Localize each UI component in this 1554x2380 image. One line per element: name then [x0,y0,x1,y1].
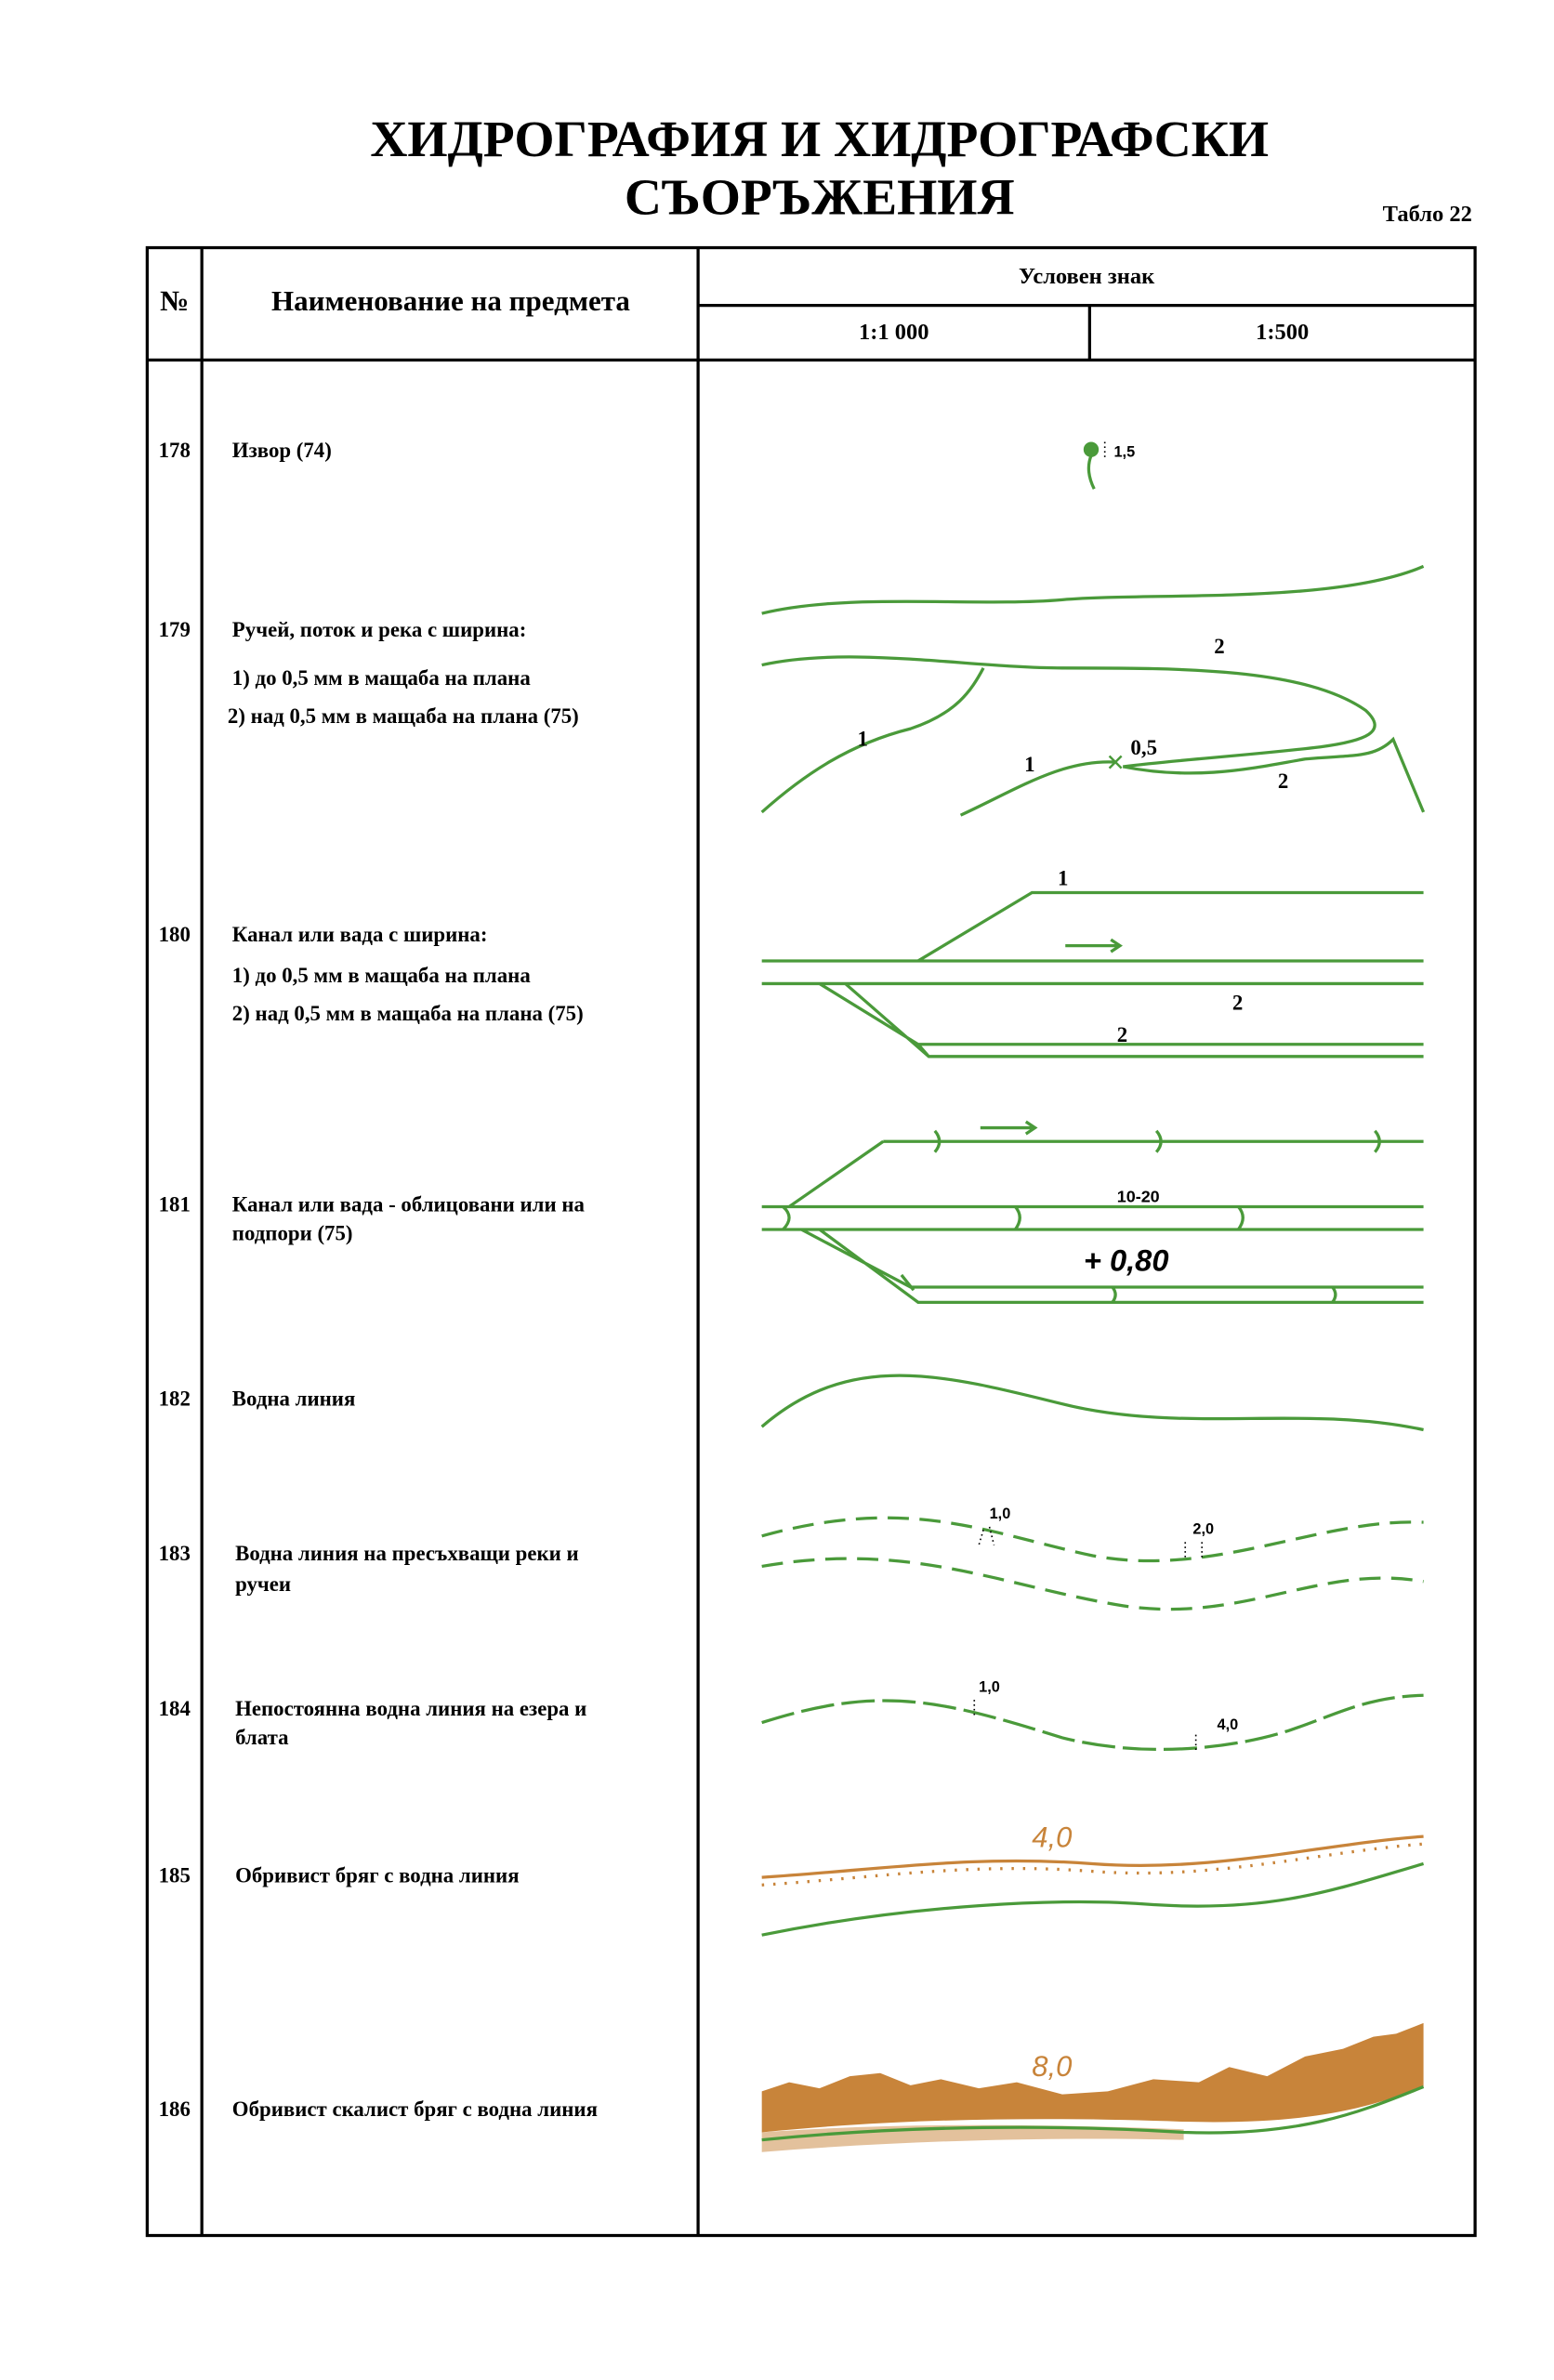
title: ХИДРОГРАФИЯ И ХИДРОГРАФСКИ [370,112,1269,168]
row-name: Извор (74) [232,439,332,462]
table-grid [145,245,1477,2238]
symbol-label: 0,5 [1130,736,1157,759]
row-name: Водна линия на пресъхващи реки и [235,1542,579,1565]
row-name: Обривист бряг с водна линия [235,1863,520,1887]
col-header: Условен знак [1019,264,1155,289]
symbol-label: 10-20 [1117,1187,1160,1205]
symbol-label: 1,0 [990,1506,1011,1522]
col-header: 1:500 [1256,320,1309,345]
row-number: 178 [159,439,191,462]
col-header: 1:1 000 [859,320,929,345]
symbol-label: 1,0 [979,1678,1000,1695]
row-number: 184 [159,1697,191,1720]
row-name: Водна линия [232,1387,356,1411]
row-number: 185 [159,1863,191,1887]
symbol-label: 2 [1214,635,1224,658]
row-name: Непостоянна водна линия на езера и [235,1697,586,1720]
symbol-label: 4,0 [1218,1716,1239,1733]
row-number: 179 [159,618,191,641]
row-name: ручеи [235,1572,291,1596]
col-header: Наименование на предмета [271,284,630,317]
symbol-label: + 0,80 [1084,1243,1169,1278]
symbol-label: 2 [1278,769,1288,793]
row-name: 1) до 0,5 мм в мащаба на плана [232,666,532,690]
row-name: Канал или вада с ширина: [232,923,488,946]
row-name: Канал или вада - облицовани или на [232,1193,586,1216]
tablo: Табло 22 [1383,202,1472,227]
symbols [760,441,1426,2152]
row-name: Ручей, поток и река с ширина: [232,618,527,641]
row-name: 1) до 0,5 мм в мащаба на плана [232,964,532,987]
symbol-label: 1 [1024,753,1034,776]
row-name: 2) над 0,5 мм в мащаба на плана (75) [228,704,579,728]
row-name: Обривист скалист бряг с водна линия [232,2097,598,2121]
row-number: 182 [159,1387,191,1411]
symbol-label: 2,0 [1192,1521,1214,1538]
row-name: 2) над 0,5 мм в мащаба на плана (75) [232,1002,584,1025]
symbol-label: 1 [858,727,868,750]
symbol-label: 2 [1117,1023,1127,1046]
row-name: подпори (75) [232,1222,353,1245]
symbol-label: 1,5 [1113,443,1135,460]
row-number: 186 [159,2097,191,2121]
symbol-label: 8,0 [1032,2050,1072,2083]
row-number: 183 [159,1542,191,1565]
symbol-label: 4,0 [1032,1821,1072,1854]
row-name: блата [235,1726,289,1749]
col-header: № [160,284,189,317]
title: СЪОРЪЖЕНИЯ [625,169,1015,226]
symbol-label: 1 [1058,867,1068,890]
symbol-label: 2 [1232,992,1243,1015]
row-number: 180 [159,923,191,946]
row-number: 181 [159,1193,191,1216]
